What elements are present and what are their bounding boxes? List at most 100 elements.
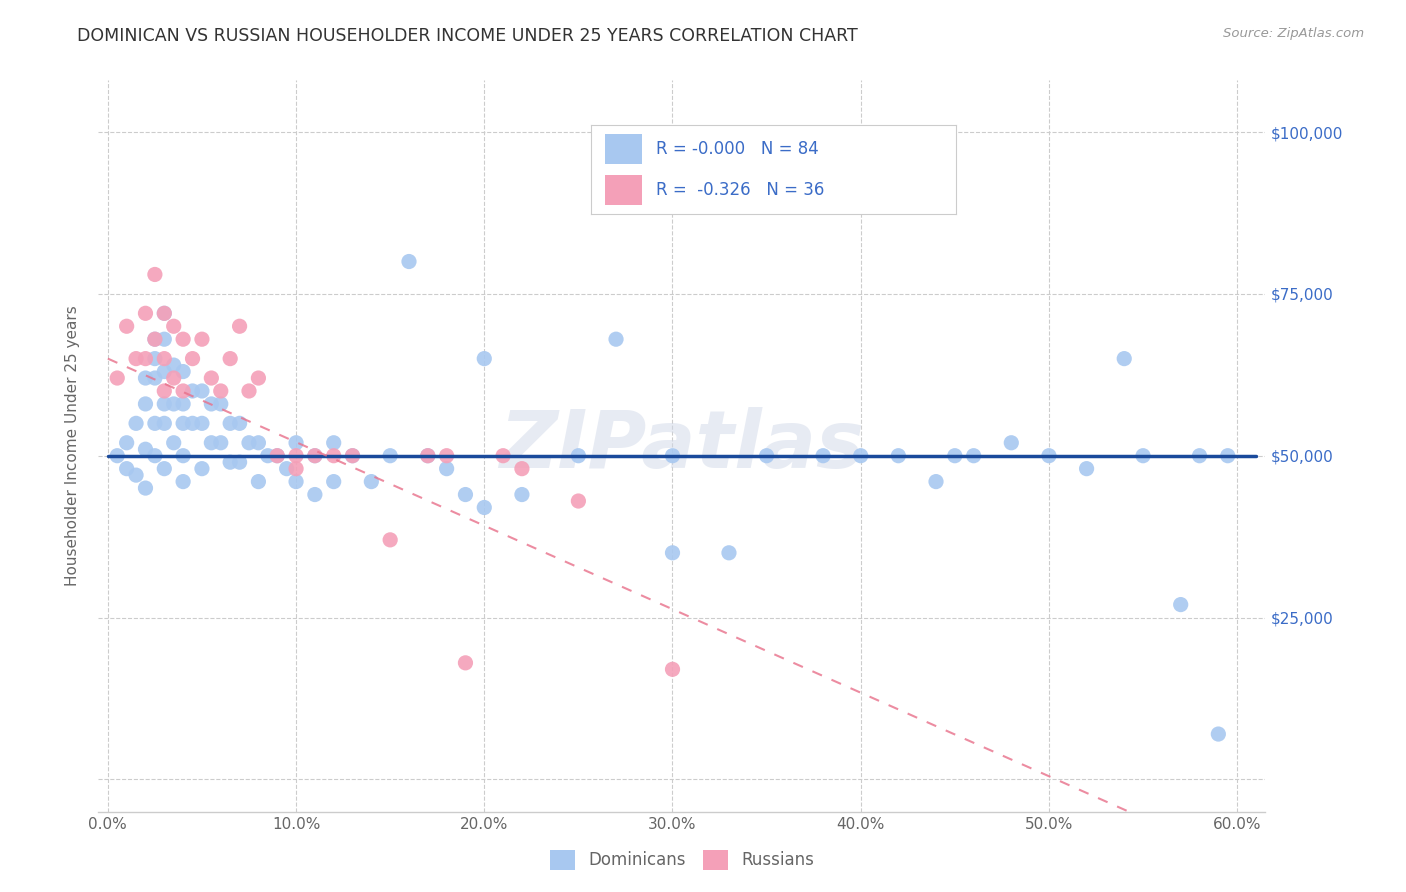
Text: R = -0.000   N = 84: R = -0.000 N = 84: [657, 140, 820, 158]
Point: [360, 475, 382, 489]
Point: [416, 449, 439, 463]
Point: [342, 449, 364, 463]
Point: [153, 461, 176, 475]
Legend: Dominicans, Russians: Dominicans, Russians: [543, 843, 821, 877]
Point: [172, 365, 194, 379]
Point: [285, 435, 308, 450]
Point: [1076, 461, 1098, 475]
Point: [163, 435, 186, 450]
Point: [143, 332, 166, 346]
Point: [219, 351, 242, 366]
Point: [661, 449, 683, 463]
Point: [125, 468, 148, 483]
Point: [322, 435, 344, 450]
Point: [849, 449, 872, 463]
Point: [605, 332, 627, 346]
Point: [304, 449, 326, 463]
Point: [811, 449, 834, 463]
Point: [219, 417, 242, 431]
Point: [153, 397, 176, 411]
Point: [380, 533, 402, 547]
Point: [209, 397, 232, 411]
Point: [105, 371, 128, 385]
Point: [219, 455, 242, 469]
Point: [454, 656, 477, 670]
Point: [1208, 727, 1230, 741]
Point: [163, 358, 186, 372]
Point: [510, 461, 533, 475]
Point: [380, 449, 402, 463]
Point: [143, 449, 166, 463]
Point: [172, 475, 194, 489]
Point: [1188, 449, 1211, 463]
Point: [256, 449, 278, 463]
Point: [134, 371, 156, 385]
Point: [143, 332, 166, 346]
Point: [717, 546, 740, 560]
Point: [163, 397, 186, 411]
Point: [134, 397, 156, 411]
Point: [247, 371, 270, 385]
Point: [153, 306, 176, 320]
Point: [228, 417, 250, 431]
Point: [153, 384, 176, 398]
Point: [125, 417, 148, 431]
Point: [143, 268, 166, 282]
Point: [285, 449, 308, 463]
Point: [285, 461, 308, 475]
Point: [228, 455, 250, 469]
Point: [276, 461, 298, 475]
Point: [172, 332, 194, 346]
Point: [510, 487, 533, 501]
Point: [105, 449, 128, 463]
Y-axis label: Householder Income Under 25 years: Householder Income Under 25 years: [65, 306, 80, 586]
Point: [1170, 598, 1192, 612]
Point: [943, 449, 966, 463]
Point: [200, 371, 222, 385]
Point: [181, 384, 204, 398]
Point: [492, 449, 515, 463]
Point: [134, 351, 156, 366]
Point: [200, 397, 222, 411]
Point: [266, 449, 288, 463]
Point: [567, 449, 589, 463]
Point: [153, 417, 176, 431]
Point: [200, 435, 222, 450]
Point: [163, 371, 186, 385]
Point: [125, 351, 148, 366]
Point: [266, 449, 288, 463]
Point: [209, 435, 232, 450]
Point: [163, 319, 186, 334]
Point: [436, 449, 458, 463]
Point: [472, 351, 495, 366]
Point: [134, 306, 156, 320]
Point: [143, 371, 166, 385]
Point: [454, 487, 477, 501]
Point: [191, 461, 214, 475]
Point: [416, 449, 439, 463]
Point: [143, 351, 166, 366]
Point: [322, 475, 344, 489]
Point: [925, 475, 948, 489]
Point: [342, 449, 364, 463]
Bar: [605, 134, 641, 164]
Bar: [605, 175, 641, 205]
Point: [134, 442, 156, 457]
Point: [238, 435, 260, 450]
Point: [153, 351, 176, 366]
Point: [181, 417, 204, 431]
Point: [172, 449, 194, 463]
Point: [191, 332, 214, 346]
Point: [398, 254, 420, 268]
Point: [304, 487, 326, 501]
Point: [228, 319, 250, 334]
Point: [247, 475, 270, 489]
Point: [1038, 449, 1060, 463]
Point: [285, 475, 308, 489]
Point: [115, 435, 138, 450]
Point: [1132, 449, 1154, 463]
Point: [887, 449, 910, 463]
Point: [181, 351, 204, 366]
Point: [153, 365, 176, 379]
Point: [322, 449, 344, 463]
